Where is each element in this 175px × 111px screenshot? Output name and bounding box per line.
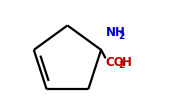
Text: NH: NH (106, 26, 126, 39)
Text: 2: 2 (118, 61, 125, 70)
Text: CO: CO (106, 56, 125, 69)
Text: 2: 2 (118, 32, 124, 41)
Text: H: H (122, 56, 132, 69)
